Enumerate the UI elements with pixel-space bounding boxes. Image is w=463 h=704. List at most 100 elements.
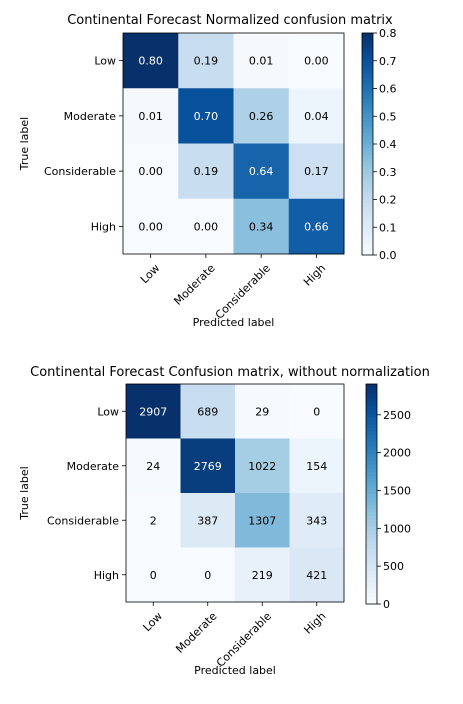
y-tick-label: Moderate	[64, 110, 117, 123]
heatmap-cell	[123, 33, 179, 89]
colorbar-tick-label: 0.3	[379, 166, 397, 179]
colorbar-segment	[366, 450, 377, 455]
cell-value-label: 0.70	[194, 110, 219, 123]
colorbar-tick-label: 2500	[383, 409, 411, 422]
heatmap-cell	[233, 198, 290, 255]
x-axis-label: Predicted label	[194, 664, 276, 677]
heatmap-cell	[289, 384, 345, 439]
cell-value-label: 0.19	[194, 165, 219, 178]
colorbar-segment	[362, 158, 373, 164]
colorbar: 0 500 1000 1500 2000 2500	[365, 383, 411, 611]
colorbar-segment	[362, 121, 373, 127]
chart-1: Continental Forecast Normalized confusio…	[18, 13, 397, 329]
colorbar-segment	[362, 162, 373, 167]
colorbar-segment	[362, 243, 373, 249]
colorbar-segment	[362, 247, 373, 252]
y-axis-label: True label	[18, 466, 31, 520]
y-tick-label: Considerable	[44, 165, 116, 178]
y-tick-label: Low	[94, 55, 116, 68]
colorbar-segment	[366, 479, 377, 484]
colorbar-segment	[366, 549, 377, 554]
colorbar-segment	[366, 541, 377, 546]
colorbar-segment	[362, 47, 373, 53]
colorbar-segment	[362, 125, 373, 130]
colorbar-segment	[366, 582, 377, 587]
colorbar-segment	[366, 457, 377, 462]
heatmap-cell	[180, 384, 236, 439]
colorbar-segment	[362, 81, 373, 86]
colorbar-segment	[362, 140, 373, 145]
colorbar-segment	[366, 501, 377, 506]
colorbar-segment	[366, 545, 377, 550]
colorbar-segment	[362, 84, 373, 90]
cell-value-label: 0.00	[194, 220, 219, 233]
colorbar-segment	[366, 406, 377, 411]
heatmap-cell	[126, 438, 181, 494]
x-tick-label: Moderate	[173, 609, 219, 655]
colorbar-tick-label: 500	[383, 560, 404, 573]
colorbar-segment	[362, 181, 373, 186]
colorbar-segment	[362, 73, 373, 78]
cell-value-label: 29	[255, 405, 269, 418]
colorbar-tick-label: 0.2	[379, 194, 397, 207]
cell-value-label: 0.34	[249, 220, 274, 233]
y-axis-label: True label	[18, 117, 31, 171]
colorbar-segment	[366, 398, 377, 403]
colorbar-segment	[362, 229, 373, 234]
colorbar-segment	[366, 453, 377, 458]
cell-value-label: 0.00	[304, 55, 329, 68]
colorbar-segment	[366, 574, 377, 579]
chart-2: Continental Forecast Confusion matrix, w…	[18, 365, 430, 677]
colorbar-segment	[362, 58, 373, 64]
heatmap-cell	[180, 547, 236, 603]
colorbar-segment	[362, 51, 373, 56]
colorbar-tick-label: 0.1	[379, 221, 397, 234]
cell-value-label: 24	[146, 460, 160, 473]
heatmap-cell	[123, 88, 179, 144]
colorbar-segment	[366, 563, 377, 568]
colorbar: 0.0 0.1 0.2 0.3 0.4 0.5 0.6 0.7 0.8	[361, 27, 397, 262]
heatmap-cell	[233, 33, 290, 89]
colorbar-segment	[366, 596, 377, 601]
colorbar-segment	[366, 523, 377, 528]
y-tick-label: Considerable	[47, 514, 119, 527]
colorbar-segment	[362, 40, 373, 45]
colorbar-segment	[366, 567, 377, 572]
heatmap-cell	[180, 438, 236, 494]
colorbar-segment	[366, 516, 377, 521]
cell-value-label: 689	[197, 405, 218, 418]
colorbar-segment	[362, 221, 373, 226]
colorbar-tick-label: 0.7	[379, 55, 397, 68]
colorbar-segment	[366, 483, 377, 488]
colorbar-tick-label: 1000	[383, 522, 411, 535]
colorbar-segment	[362, 88, 373, 93]
colorbar-segment	[362, 177, 373, 182]
colorbar-segment	[362, 129, 373, 134]
cell-value-label: 2769	[194, 460, 222, 473]
colorbar-segment	[366, 435, 377, 440]
colorbar-segment	[362, 210, 373, 215]
colorbar-segment	[362, 118, 373, 123]
colorbar-segment	[362, 214, 373, 219]
colorbar-segment	[366, 589, 377, 594]
heatmap-cell	[235, 493, 290, 548]
colorbar-segment	[362, 166, 373, 171]
x-tick-label: Low	[138, 262, 163, 287]
colorbar-segment	[366, 508, 377, 513]
heatmap-cell	[289, 547, 345, 603]
heatmap-cell	[289, 493, 345, 548]
cell-value-label: 0.00	[138, 220, 163, 233]
colorbar-frame	[365, 383, 378, 605]
cell-value-label: 0.80	[138, 55, 163, 68]
colorbar-segment	[362, 240, 373, 245]
heatmap-cell	[180, 493, 236, 548]
cell-value-label: 0.04	[304, 110, 329, 123]
cell-value-label: 0.00	[138, 165, 163, 178]
chart-title: Continental Forecast Normalized confusio…	[67, 13, 393, 28]
cell-value-label: 0.17	[304, 165, 329, 178]
x-tick-label: Considerable	[213, 261, 273, 321]
cell-value-label: 0.64	[249, 165, 274, 178]
colorbar-segment	[366, 439, 377, 444]
colorbar-segment	[366, 468, 377, 473]
